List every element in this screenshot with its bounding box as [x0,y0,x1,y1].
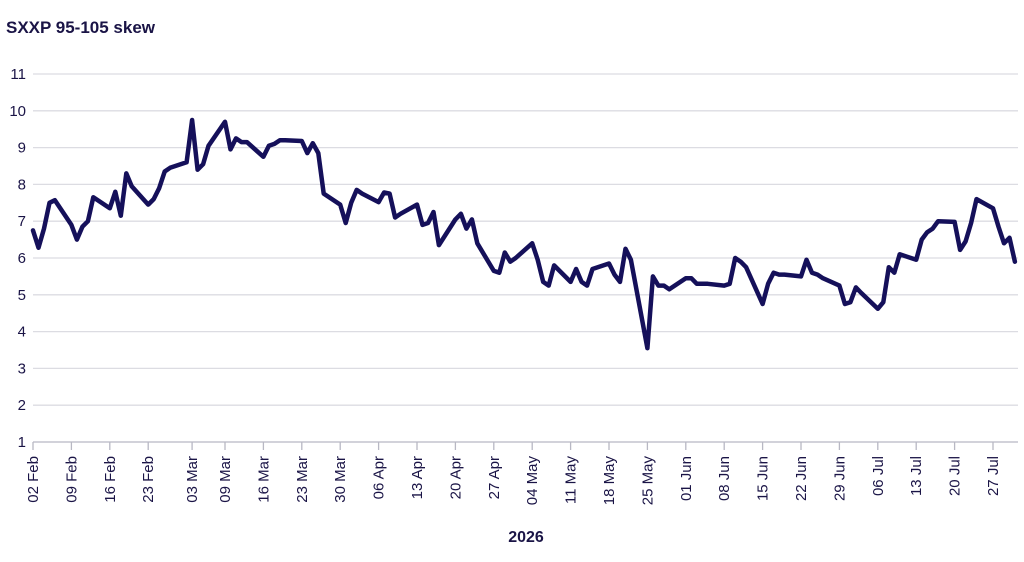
gridlines [33,73,1018,443]
y-tick-label: 6 [18,250,26,267]
x-tick-label: 18 May [601,456,618,506]
y-tick-label: 4 [18,324,26,341]
y-tick-label: 7 [18,213,26,230]
x-tick-label: 06 Apr [371,456,388,499]
x-tick-label: 16 Feb [102,456,119,503]
skew-series-line [30,117,1018,351]
x-tick-label: 20 Jul [947,456,964,496]
x-tick-label: 20 Apr [447,456,464,499]
x-axis-label: 2026 [508,529,544,546]
y-tick-label: 9 [18,140,26,157]
y-tick-label: 10 [9,103,26,120]
x-tick-label: 27 Apr [486,456,503,499]
x-tick-label: 23 Mar [294,456,311,503]
x-tick-label: 08 Jun [716,456,733,501]
x-tick-label: 04 May [524,456,541,506]
x-tick-label: 03 Mar [184,456,201,503]
x-axis-ticks: 02 Feb 09 Feb 16 Feb 23 Feb 03 Mar 09 Mar 16 M… [25,442,1002,505]
x-tick-label: 13 Jul [908,456,925,496]
y-tick-label: 11 [10,66,26,83]
x-tick-label: 22 Jun [793,456,810,501]
y-tick-label: 1 [18,434,26,451]
y-tick-label: 5 [18,287,26,304]
x-tick-label: 09 Mar [217,456,234,503]
x-tick-label: 16 Mar [255,456,272,503]
x-tick-label: 06 Jul [870,456,887,496]
x-tick-label: 25 May [639,456,656,506]
x-tick-label: 11 May [563,456,580,505]
x-tick-label: 02 Feb [25,456,42,503]
chart-title: SXXP 95-105 skew [6,18,156,37]
x-tick-label: 15 Jun [755,456,772,501]
x-tick-label: 29 Jun [831,456,848,501]
y-axis-ticks: 1 2 3 4 5 6 7 8 9 10 11 [9,66,26,451]
y-tick-label: 2 [18,397,26,414]
y-tick-label: 3 [18,360,26,377]
x-tick-label: 23 Feb [140,456,157,503]
x-tick-label: 09 Feb [63,456,80,503]
x-tick-label: 30 Mar [332,456,349,503]
y-tick-label: 8 [18,176,26,193]
x-tick-label: 01 Jun [678,456,695,501]
x-tick-label: 13 Apr [409,456,426,499]
x-tick-label: 27 Jul [985,456,1002,496]
